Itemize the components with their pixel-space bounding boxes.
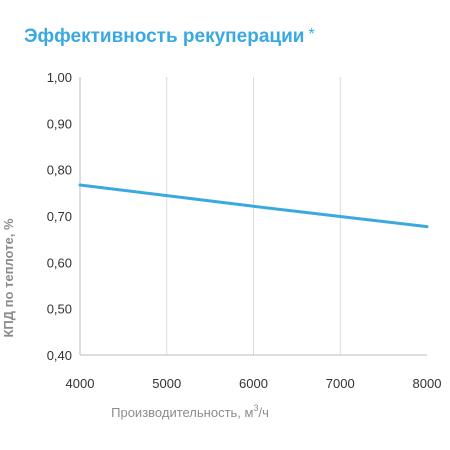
axes xyxy=(79,77,427,356)
x-axis-title: Производительность, м3/ч xyxy=(111,403,269,420)
x-axis-title-tail: /ч xyxy=(258,405,268,420)
chart-title: Эффективность рекуперации * xyxy=(24,26,315,48)
x-tick-label: 5000 xyxy=(152,376,181,391)
y-tick-label: 0,50 xyxy=(47,302,72,317)
y-tick-label: 1,00 xyxy=(47,70,72,85)
y-tick-label: 0,80 xyxy=(47,163,72,178)
y-tick-label: 0,60 xyxy=(47,255,72,270)
y-tick-label: 0,90 xyxy=(47,116,72,131)
chart-title-text: Эффективность рекуперации xyxy=(24,26,305,47)
x-tick-labels: 4000 5000 6000 7000 8000 xyxy=(66,376,442,391)
y-tick-labels: 0,40 0,50 0,60 0,70 0,80 0,90 1,00 xyxy=(47,70,72,363)
y-tick-label: 0,70 xyxy=(47,209,72,224)
x-tick-label: 8000 xyxy=(413,376,442,391)
series-line xyxy=(78,183,429,229)
grid-lines xyxy=(166,77,341,355)
x-tick-label: 7000 xyxy=(326,376,355,391)
x-tick-label: 4000 xyxy=(66,376,95,391)
x-axis-title-main: Производительность, м xyxy=(111,405,253,420)
x-axis-title-sup: 3 xyxy=(253,403,258,413)
series-group xyxy=(78,183,429,229)
y-axis-title: КПД по теплоте, % xyxy=(1,218,16,338)
y-tick-label: 0,40 xyxy=(47,348,72,363)
title-footnote-mark: * xyxy=(308,26,315,43)
x-tick-label: 6000 xyxy=(239,376,268,391)
